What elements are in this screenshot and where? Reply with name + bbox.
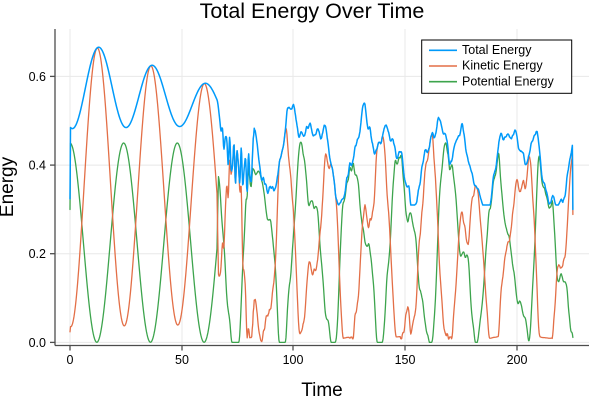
- svg-text:Total Energy Over Time: Total Energy Over Time: [200, 0, 425, 23]
- svg-text:Total Energy: Total Energy: [462, 43, 532, 57]
- svg-text:0.6: 0.6: [29, 70, 46, 84]
- svg-text:0.4: 0.4: [29, 159, 46, 173]
- svg-text:0: 0: [67, 353, 74, 367]
- svg-text:Kinetic Energy: Kinetic Energy: [462, 59, 543, 73]
- svg-text:200: 200: [507, 353, 528, 367]
- svg-text:Energy: Energy: [0, 156, 18, 217]
- svg-text:50: 50: [175, 353, 189, 367]
- svg-text:150: 150: [395, 353, 416, 367]
- svg-text:Potential Energy: Potential Energy: [462, 74, 554, 88]
- svg-text:100: 100: [283, 353, 304, 367]
- svg-text:Time: Time: [301, 380, 343, 400]
- svg-text:0.2: 0.2: [29, 247, 46, 261]
- svg-text:0.0: 0.0: [29, 336, 46, 350]
